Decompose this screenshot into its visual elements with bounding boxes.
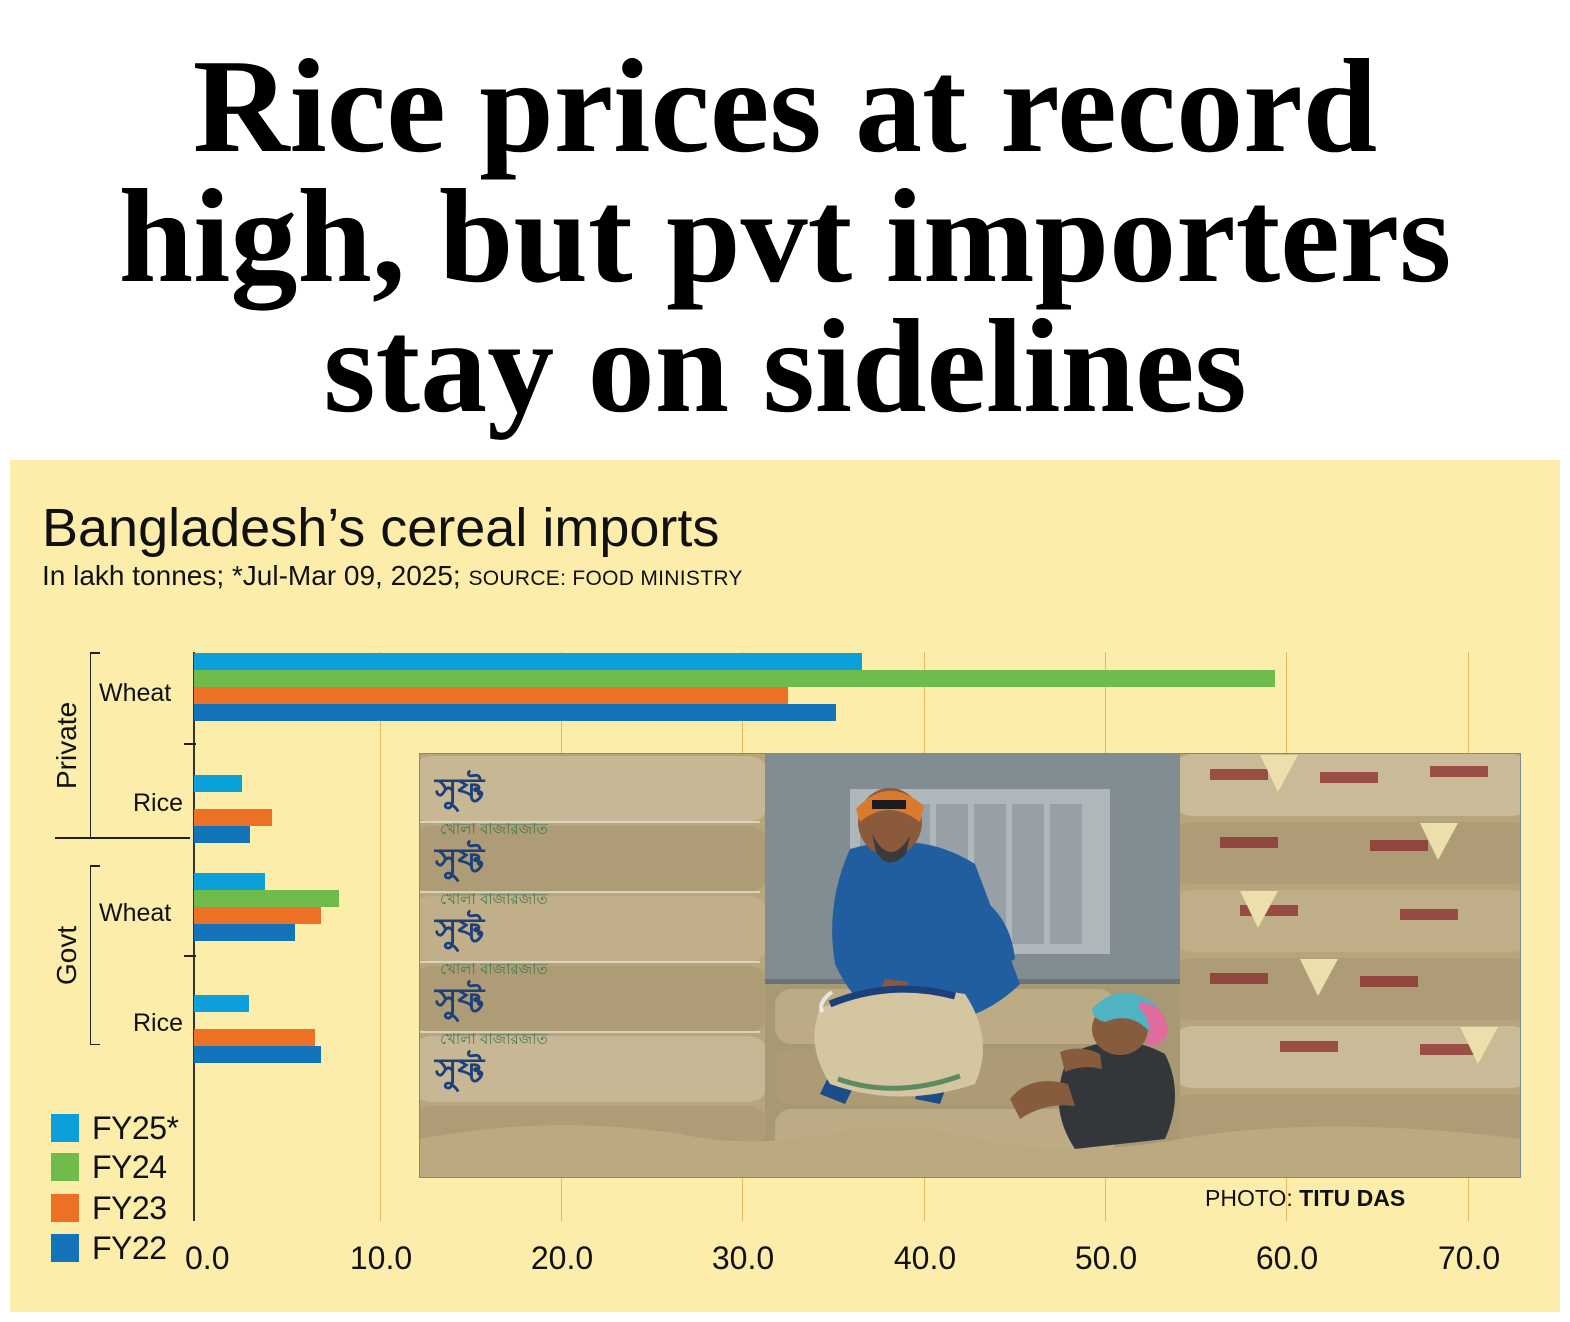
svg-text:সুফ্ট: সুফ্ট bbox=[434, 769, 485, 812]
svg-text:খোলা বাজারজাত: খোলা বাজারজাত bbox=[440, 891, 548, 908]
svg-text:খোলা বাজারজাত: খোলা বাজারজাত bbox=[440, 1031, 548, 1048]
svg-text:সুফ্ট: সুফ্ট bbox=[434, 979, 485, 1022]
svg-text:সুফ্ট: সুফ্ট bbox=[434, 839, 485, 882]
svg-text:সুফ্ট: সুফ্ট bbox=[434, 1049, 485, 1092]
svg-text:সুফ্ট: সুফ্ট bbox=[434, 909, 485, 952]
svg-text:খোলা বাজারজাত: খোলা বাজারজাত bbox=[440, 961, 548, 978]
svg-text:খোলা বাজারজাত: খোলা বাজারজাত bbox=[440, 821, 548, 838]
